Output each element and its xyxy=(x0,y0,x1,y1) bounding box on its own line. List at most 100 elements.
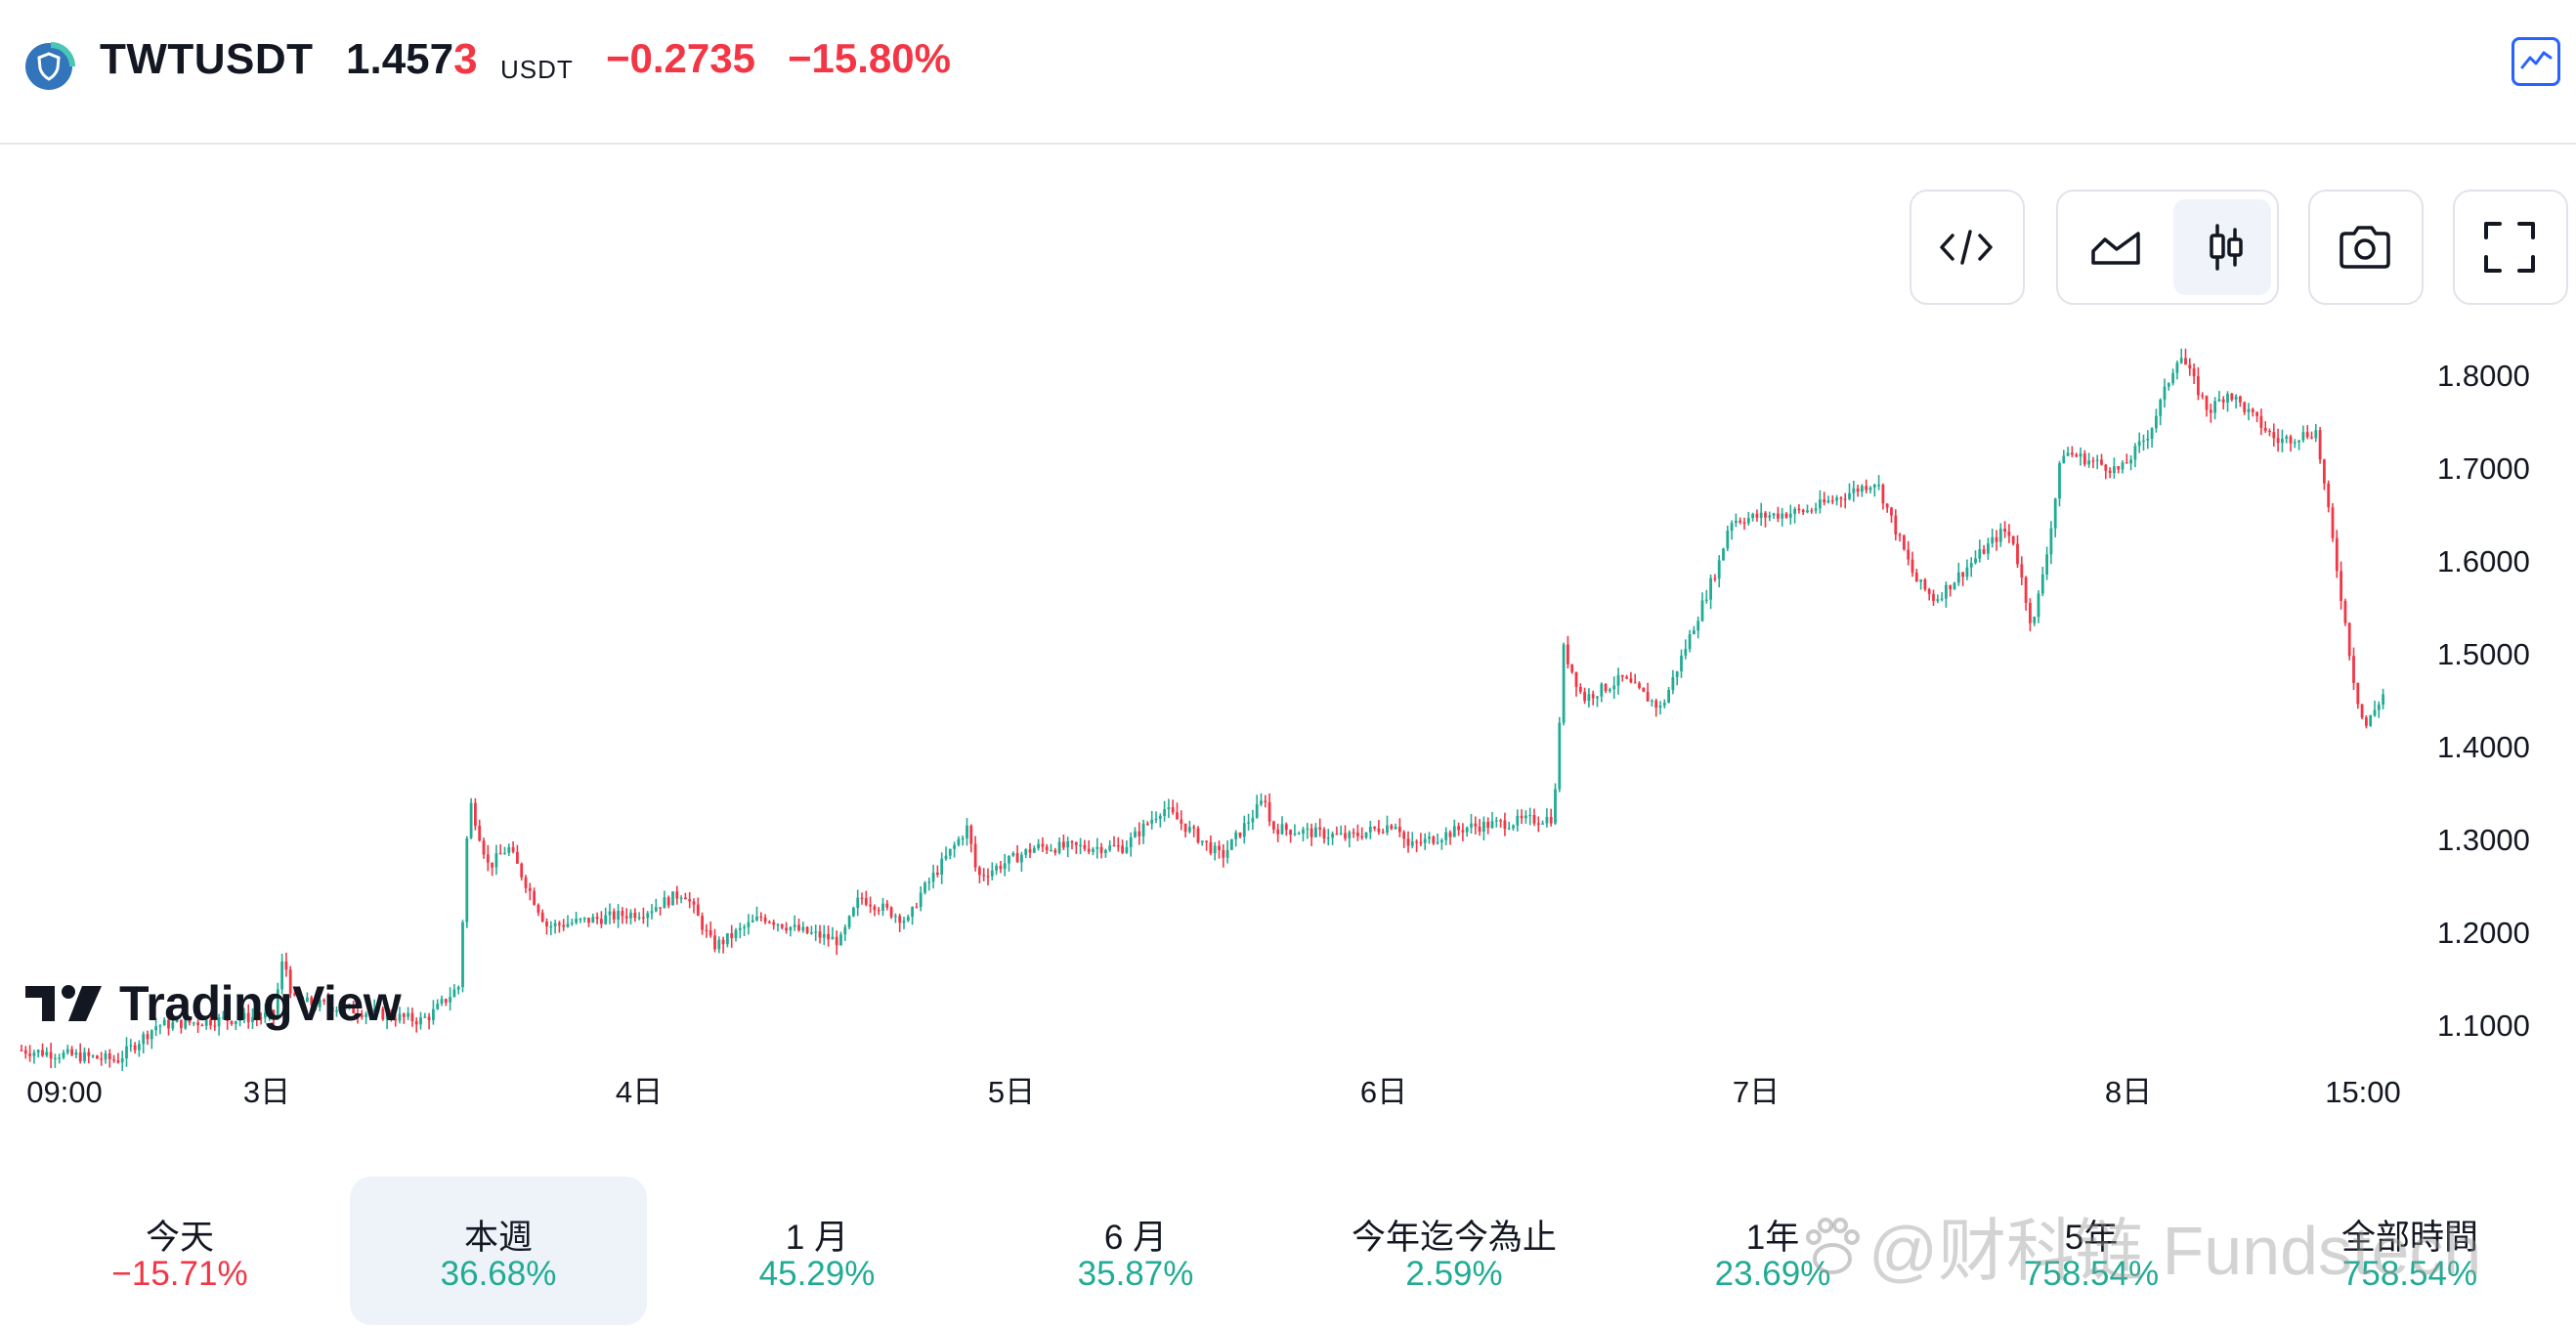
candle-body xyxy=(2171,372,2174,384)
camera-icon xyxy=(2310,192,2420,303)
candle-body xyxy=(1302,829,1305,834)
candle-body xyxy=(1793,508,1796,514)
snapshot-button[interactable] xyxy=(2308,190,2424,305)
candle-body xyxy=(1192,827,1196,829)
candle-body xyxy=(852,908,855,917)
candle-body xyxy=(1903,536,1906,550)
candle-body xyxy=(1700,600,1704,622)
x-tick-label: 7日 xyxy=(1733,1075,1780,1109)
candle-body xyxy=(1532,815,1536,824)
candle-body xyxy=(2045,554,2048,575)
candle-body xyxy=(919,892,923,908)
candle-body xyxy=(1050,849,1052,852)
candle-body xyxy=(217,1017,221,1027)
candle-body xyxy=(1558,722,1562,790)
candle-body xyxy=(999,866,1003,870)
candle-body xyxy=(978,867,981,876)
candle-body xyxy=(1742,522,1746,524)
candle-body xyxy=(175,1019,179,1022)
candle-body xyxy=(1129,836,1133,847)
candle-body xyxy=(776,923,780,926)
candle-body xyxy=(2347,622,2351,657)
candle-body xyxy=(2058,463,2061,499)
candle-body xyxy=(449,997,451,1003)
period-all-time[interactable]: 全部時間 758.54% xyxy=(2261,1177,2558,1325)
candle-body xyxy=(1176,812,1179,820)
candle-body xyxy=(2079,453,2082,457)
period-this-week[interactable]: 本週 36.68% xyxy=(350,1177,647,1325)
candle-body xyxy=(1974,558,1977,563)
period-1-month[interactable]: 1 月 45.29% xyxy=(668,1177,966,1325)
tradingview-logo[interactable]: TradingView xyxy=(25,975,402,1032)
candle-body xyxy=(1032,848,1036,853)
candle-body xyxy=(2281,438,2284,444)
candle-body xyxy=(1251,817,1255,823)
y-tick-label: 1.8000 xyxy=(2437,359,2530,393)
period-5-year[interactable]: 5年 758.54% xyxy=(1943,1177,2240,1325)
candle-body xyxy=(1057,841,1061,853)
candle-body xyxy=(150,1030,153,1040)
candle-body xyxy=(1658,705,1662,707)
candle-body xyxy=(1746,518,1750,524)
candle-body xyxy=(1230,838,1233,850)
candle-body xyxy=(419,1017,422,1025)
candle-body xyxy=(478,826,482,841)
period-ytd[interactable]: 今年迄今為止 2.59% xyxy=(1306,1177,1603,1325)
candle-body xyxy=(318,1000,322,1007)
fullscreen-button[interactable] xyxy=(2453,190,2568,305)
candle-body xyxy=(133,1045,137,1050)
candle-body xyxy=(377,1008,380,1010)
candle-body xyxy=(1108,845,1112,850)
area-chart-icon[interactable] xyxy=(2062,192,2171,303)
candle-body xyxy=(1722,548,1725,561)
embed-code-button[interactable] xyxy=(1910,190,2025,305)
candle-body xyxy=(726,933,729,945)
candle-body xyxy=(2146,439,2150,441)
period-6-month[interactable]: 6 月 35.87% xyxy=(987,1177,1284,1325)
candle-body xyxy=(793,924,796,927)
candle-body xyxy=(385,1012,389,1020)
candle-body xyxy=(2159,400,2163,416)
candle-body xyxy=(797,924,800,931)
candle-body xyxy=(835,936,838,946)
candle-body xyxy=(1116,845,1120,847)
candle-body xyxy=(264,1012,267,1018)
candle-body xyxy=(2360,704,2364,718)
period-1-year[interactable]: 1年 23.69% xyxy=(1624,1177,1921,1325)
candle-body xyxy=(45,1051,49,1056)
y-tick-label: 1.6000 xyxy=(2437,544,2530,579)
candle-body xyxy=(1041,843,1045,847)
candle-body xyxy=(251,1017,254,1022)
candle-body xyxy=(440,999,444,1004)
candle-body xyxy=(1788,513,1792,518)
candle-body xyxy=(23,1050,27,1054)
candle-body xyxy=(1688,634,1692,649)
candle-body xyxy=(2125,462,2128,464)
candle-body xyxy=(112,1059,115,1061)
candle-body xyxy=(1936,599,1940,601)
candle-body xyxy=(646,913,650,919)
candle-body xyxy=(1953,582,1956,590)
candle-body xyxy=(902,921,906,923)
candle-body xyxy=(372,1008,376,1013)
candle-body xyxy=(2133,446,2137,460)
candle-body xyxy=(885,903,889,908)
candlestick-icon[interactable] xyxy=(2171,192,2281,303)
candlestick-chart[interactable]: 1.8000 1.7000 1.6000 1.5000 1.4000 1.300… xyxy=(0,322,2576,1124)
candle-body xyxy=(158,1025,162,1027)
candle-body xyxy=(1961,572,1964,578)
candle-body xyxy=(1180,819,1183,824)
candle-body xyxy=(708,930,712,936)
candle-body xyxy=(1255,804,1259,818)
candle-body xyxy=(83,1051,86,1061)
candle-body xyxy=(2062,455,2066,464)
candle-body xyxy=(204,1019,208,1026)
candle-body xyxy=(1567,644,1569,664)
candle-body xyxy=(2197,376,2200,396)
candle-body xyxy=(587,918,590,923)
chart-widget-icon[interactable] xyxy=(2512,37,2560,86)
period-today[interactable]: 今天 −15.71% xyxy=(31,1177,328,1325)
candle-body xyxy=(1218,845,1221,850)
candle-body xyxy=(1784,513,1788,518)
candle-body xyxy=(1386,825,1389,833)
